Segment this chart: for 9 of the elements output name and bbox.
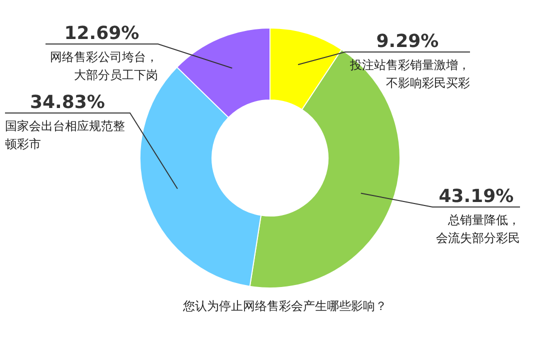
data-label: 34.83%	[30, 92, 105, 113]
text: 您认为停止网络售彩会产生哪些影响？	[182, 299, 387, 313]
data-label: 12.69%	[64, 23, 140, 44]
slice-label: 投注站售彩销量激增，不影响彩民买彩	[349, 58, 470, 90]
data-label: 9.29%	[376, 31, 439, 52]
slice-label: 网络售彩公司垮台，大部分员工下岗	[50, 50, 158, 82]
slice-label: 国家会出台相应规范整顿彩市	[5, 119, 125, 151]
data-label: 43.19%	[438, 186, 514, 207]
slice-label: 总销量降低，会流失部分彩民	[436, 213, 520, 245]
